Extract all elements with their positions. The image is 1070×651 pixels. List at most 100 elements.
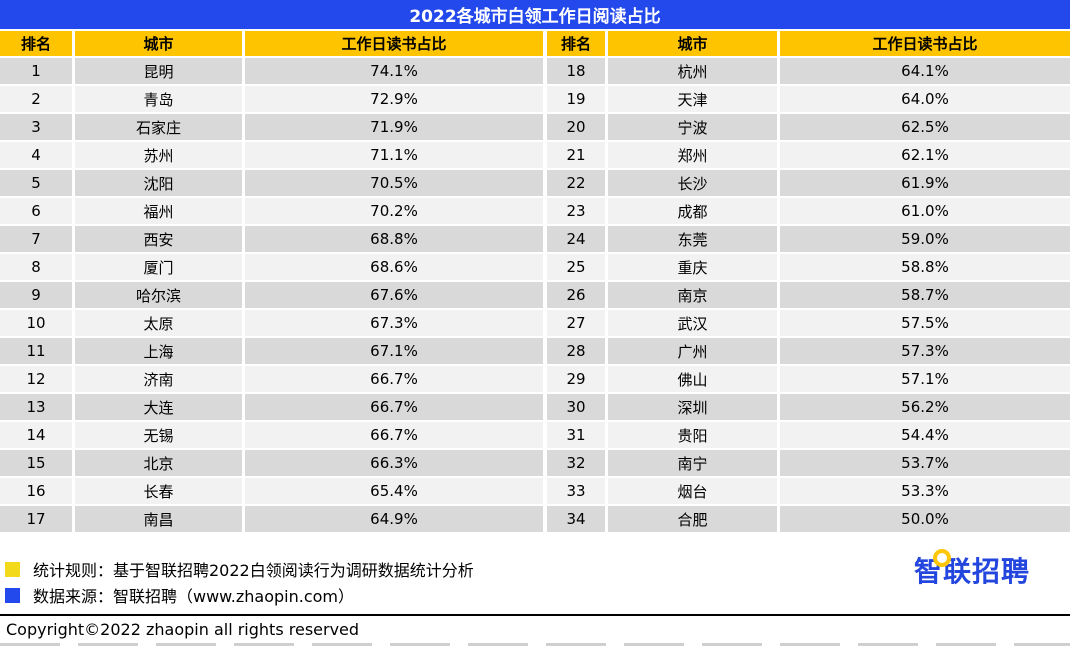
rank-cell: 34 — [547, 506, 608, 532]
city-cell: 长春 — [75, 478, 245, 504]
table-row: 2 青岛 72.9% — [0, 86, 543, 114]
city-cell: 长沙 — [608, 170, 780, 196]
ranking-tables: 排名 城市 工作日读书占比 1 昆明 74.1% 2 青岛 72.9% 3 石家庄 71.9% 4 苏州 7… — [0, 31, 1070, 534]
rank-cell: 6 — [0, 198, 75, 224]
legend-item-rule: 统计规则：基于智联招聘2022白领阅读行为调研数据统计分析 — [0, 556, 1070, 582]
rank-cell: 30 — [547, 394, 608, 420]
blue-swatch-icon — [5, 587, 20, 603]
table-row: 26 南京 58.7% — [547, 282, 1070, 310]
pct-cell: 66.7% — [370, 398, 418, 416]
pct-cell: 71.1% — [370, 146, 418, 164]
pct-cell: 57.1% — [901, 370, 949, 388]
table-row: 1 昆明 74.1% — [0, 58, 543, 86]
rank-cell: 20 — [547, 114, 608, 140]
city-cell: 青岛 — [75, 86, 245, 112]
pct-cell: 61.9% — [901, 174, 949, 192]
table-row: 7 西安 68.8% — [0, 226, 543, 254]
table-row: 12 济南 66.7% — [0, 366, 543, 394]
table-row: 34 合肥 50.0% — [547, 506, 1070, 534]
pct-cell: 53.7% — [901, 454, 949, 472]
rank-cell: 25 — [547, 254, 608, 280]
column-header: 排名 — [547, 31, 608, 56]
city-cell: 东莞 — [608, 226, 780, 252]
pct-cell: 54.4% — [901, 426, 949, 444]
city-cell: 南昌 — [75, 506, 245, 532]
yellow-swatch-icon — [5, 561, 20, 577]
rank-cell: 13 — [0, 394, 75, 420]
legend: 统计规则：基于智联招聘2022白领阅读行为调研数据统计分析 数据来源：智联招聘（… — [0, 556, 1070, 608]
city-cell: 沈阳 — [75, 170, 245, 196]
pct-cell: 67.6% — [370, 286, 418, 304]
page-title: 2022各城市白领工作日阅读占比 — [409, 7, 661, 27]
table-row: 3 石家庄 71.9% — [0, 114, 543, 142]
pct-cell: 59.0% — [901, 230, 949, 248]
pct-cell: 57.3% — [901, 342, 949, 360]
pct-cell: 67.1% — [370, 342, 418, 360]
table-row: 21 郑州 62.1% — [547, 142, 1070, 170]
column-header: 城市 — [75, 31, 245, 56]
city-cell: 南京 — [608, 282, 780, 308]
rank-cell: 21 — [547, 142, 608, 168]
table-row: 8 厦门 68.6% — [0, 254, 543, 282]
city-cell: 厦门 — [75, 254, 245, 280]
table-row: 11 上海 67.1% — [0, 338, 543, 366]
rank-cell: 5 — [0, 170, 75, 196]
city-cell: 福州 — [75, 198, 245, 224]
legend-item-source: 数据来源：智联招聘（www.zhaopin.com） — [0, 582, 1070, 608]
table-row: 14 无锡 66.7% — [0, 422, 543, 450]
table-row: 29 佛山 57.1% — [547, 366, 1070, 394]
rank-cell: 19 — [547, 86, 608, 112]
legend-label: 统计规则：基于智联招聘2022白领阅读行为调研数据统计分析 — [33, 561, 474, 580]
rank-cell: 33 — [547, 478, 608, 504]
rank-cell: 32 — [547, 450, 608, 476]
table-row: 22 长沙 61.9% — [547, 170, 1070, 198]
table-row: 25 重庆 58.8% — [547, 254, 1070, 282]
pct-cell: 66.7% — [370, 370, 418, 388]
logo-text: 智联招聘 — [913, 555, 1030, 588]
table-row: 16 长春 65.4% — [0, 478, 543, 506]
pct-cell: 66.3% — [370, 454, 418, 472]
pct-cell: 74.1% — [370, 62, 418, 80]
table-row: 23 成都 61.0% — [547, 198, 1070, 226]
city-cell: 哈尔滨 — [75, 282, 245, 308]
rank-cell: 28 — [547, 338, 608, 364]
zhaopin-logo: 智联招聘 — [913, 549, 1030, 590]
header-row: 排名 城市 工作日读书占比 — [547, 31, 1070, 58]
pct-cell: 66.7% — [370, 426, 418, 444]
pct-cell: 58.7% — [901, 286, 949, 304]
city-cell: 天津 — [608, 86, 780, 112]
rank-cell: 8 — [0, 254, 75, 280]
pct-cell: 70.5% — [370, 174, 418, 192]
rank-cell: 1 — [0, 58, 75, 84]
table-row: 4 苏州 71.1% — [0, 142, 543, 170]
pct-cell: 62.1% — [901, 146, 949, 164]
pct-cell: 67.3% — [370, 314, 418, 332]
footer: 统计规则：基于智联招聘2022白领阅读行为调研数据统计分析 数据来源：智联招聘（… — [0, 534, 1070, 646]
pct-cell: 65.4% — [370, 482, 418, 500]
city-cell: 烟台 — [608, 478, 780, 504]
pct-cell: 68.8% — [370, 230, 418, 248]
city-cell: 南宁 — [608, 450, 780, 476]
rank-cell: 31 — [547, 422, 608, 448]
city-cell: 北京 — [75, 450, 245, 476]
table-row: 28 广州 57.3% — [547, 338, 1070, 366]
pct-cell: 71.9% — [370, 118, 418, 136]
rank-cell: 9 — [0, 282, 75, 308]
city-cell: 大连 — [75, 394, 245, 420]
pct-cell: 56.2% — [901, 398, 949, 416]
city-cell: 太原 — [75, 310, 245, 336]
logo-circle-icon — [932, 549, 951, 567]
pct-cell: 64.1% — [901, 62, 949, 80]
city-cell: 合肥 — [608, 506, 780, 532]
table-row: 33 烟台 53.3% — [547, 478, 1070, 506]
ranking-table-left: 排名 城市 工作日读书占比 1 昆明 74.1% 2 青岛 72.9% 3 石家庄 71.9% 4 苏州 7… — [0, 31, 543, 534]
column-header: 工作日读书占比 — [341, 35, 447, 53]
pct-cell: 57.5% — [901, 314, 949, 332]
city-cell: 昆明 — [75, 58, 245, 84]
rank-cell: 11 — [0, 338, 75, 364]
pct-cell: 58.8% — [901, 258, 949, 276]
table-row: 31 贵阳 54.4% — [547, 422, 1070, 450]
table-row: 24 东莞 59.0% — [547, 226, 1070, 254]
pct-cell: 64.0% — [901, 90, 949, 108]
